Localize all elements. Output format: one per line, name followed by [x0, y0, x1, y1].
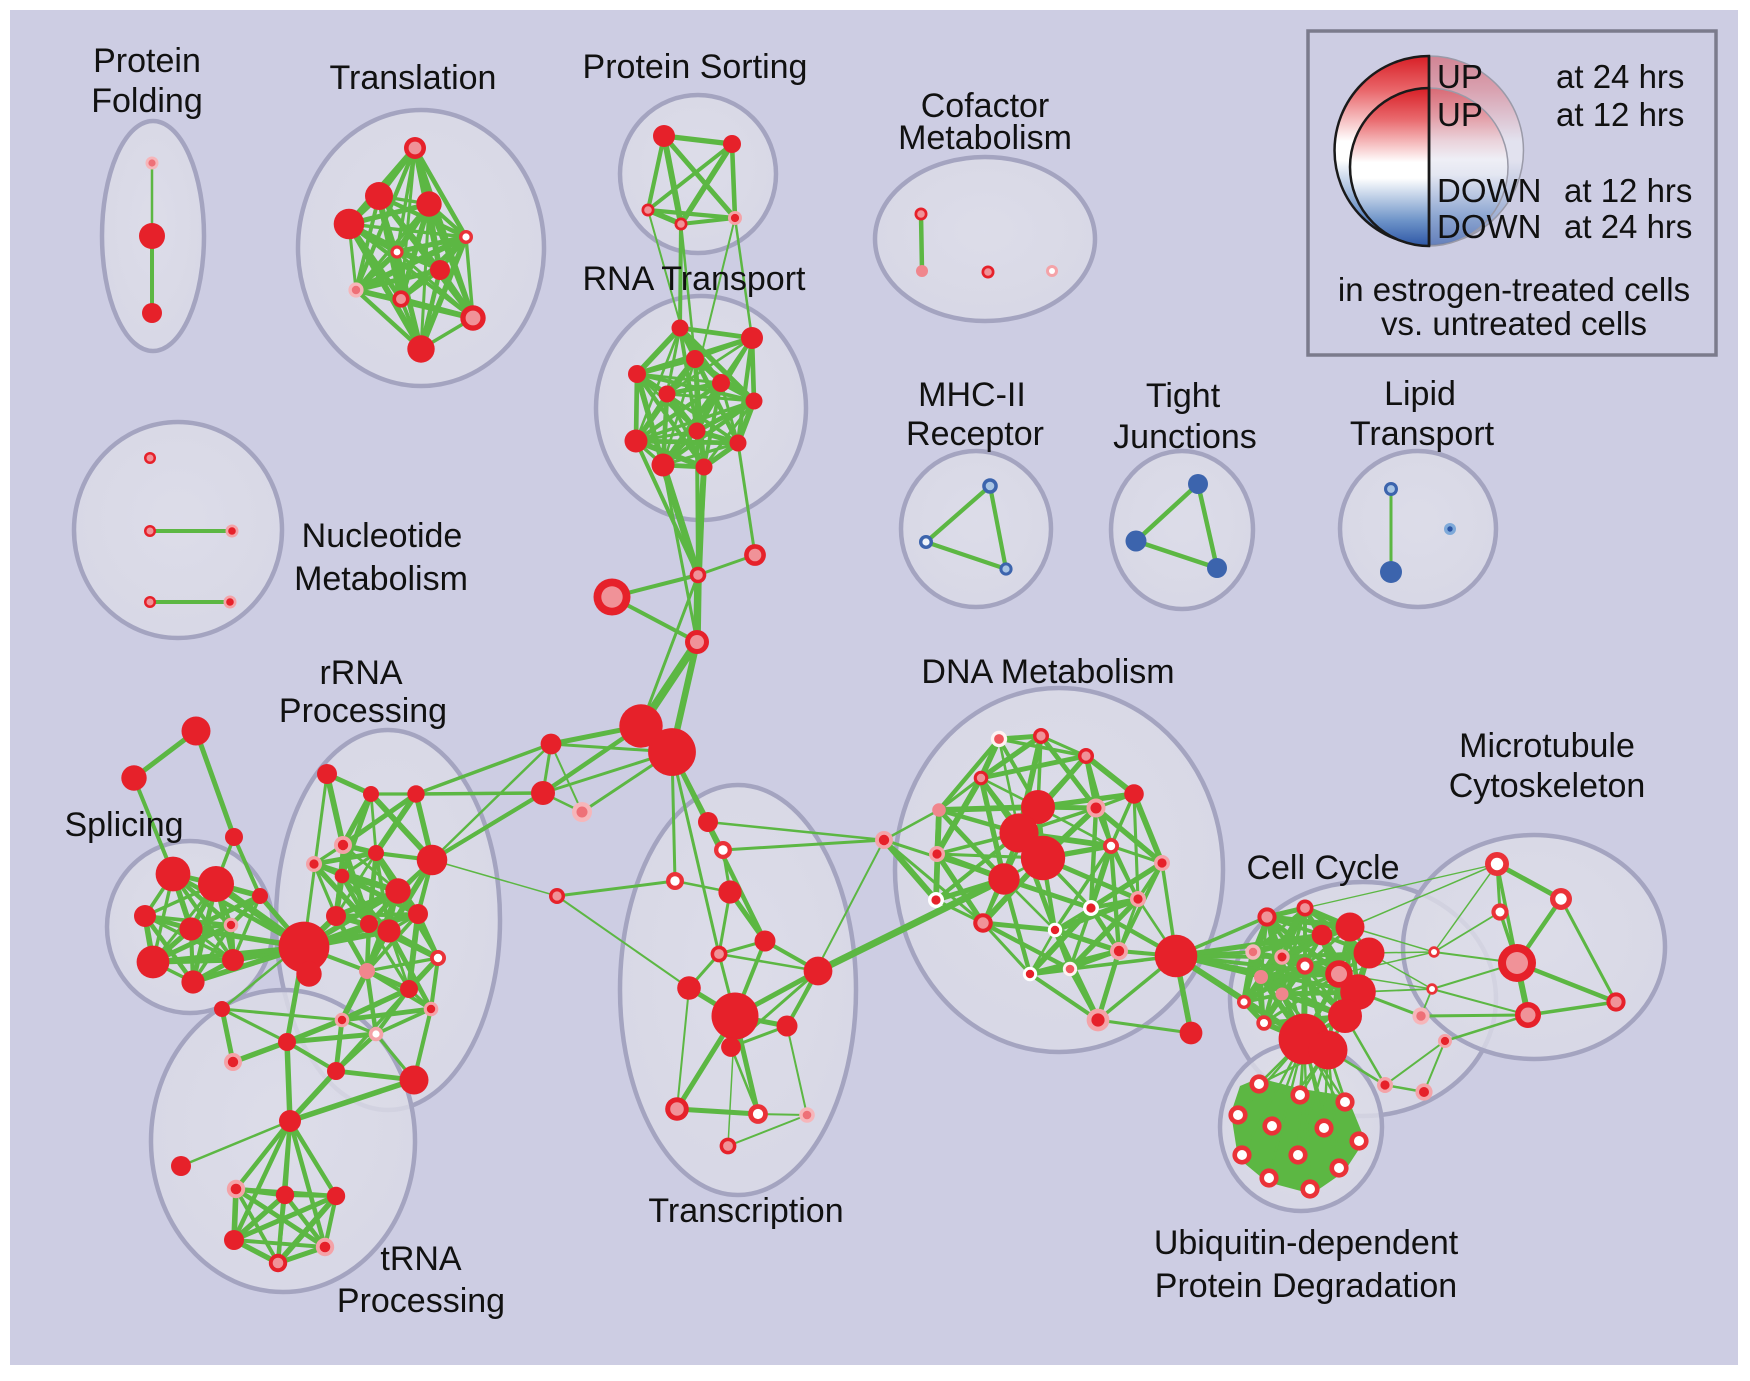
svg-text:Translation: Translation — [330, 59, 497, 97]
svg-text:Splicing: Splicing — [64, 806, 183, 844]
svg-text:at 12 hrs: at 12 hrs — [1556, 96, 1684, 133]
svg-text:RNA Transport: RNA Transport — [583, 260, 807, 298]
svg-text:Receptor: Receptor — [906, 415, 1044, 453]
svg-text:MHC-II: MHC-II — [918, 376, 1026, 414]
svg-text:Nucleotide: Nucleotide — [302, 517, 463, 555]
svg-text:Protein: Protein — [93, 42, 201, 80]
svg-text:Tight: Tight — [1146, 377, 1221, 415]
svg-text:rRNA: rRNA — [319, 654, 402, 692]
svg-text:DOWN: DOWN — [1437, 208, 1541, 245]
svg-text:Transcription: Transcription — [648, 1192, 843, 1230]
svg-text:UP: UP — [1437, 96, 1483, 133]
svg-text:UP: UP — [1437, 58, 1483, 95]
svg-text:Cytoskeleton: Cytoskeleton — [1449, 767, 1646, 805]
svg-text:Cofactor: Cofactor — [921, 87, 1050, 125]
svg-text:in estrogen-treated cells: in estrogen-treated cells — [1338, 271, 1690, 308]
svg-text:Cell Cycle: Cell Cycle — [1246, 849, 1399, 887]
svg-text:tRNA: tRNA — [380, 1240, 462, 1278]
svg-text:Metabolism: Metabolism — [898, 119, 1072, 157]
svg-text:Transport: Transport — [1350, 415, 1495, 453]
svg-text:Processing: Processing — [337, 1282, 505, 1320]
svg-text:Processing: Processing — [279, 692, 447, 730]
svg-text:Microtubule: Microtubule — [1459, 727, 1635, 765]
svg-text:Metabolism: Metabolism — [294, 560, 468, 598]
svg-text:at 24 hrs: at 24 hrs — [1564, 208, 1692, 245]
svg-text:Protein Sorting: Protein Sorting — [583, 48, 808, 86]
svg-text:Folding: Folding — [91, 82, 203, 120]
svg-text:vs. untreated cells: vs. untreated cells — [1381, 305, 1647, 342]
svg-text:Ubiquitin-dependent: Ubiquitin-dependent — [1154, 1224, 1459, 1262]
svg-text:at 12 hrs: at 12 hrs — [1564, 172, 1692, 209]
svg-text:DNA Metabolism: DNA Metabolism — [921, 653, 1174, 691]
svg-text:DOWN: DOWN — [1437, 172, 1541, 209]
svg-text:Junctions: Junctions — [1113, 418, 1257, 456]
svg-text:Protein Degradation: Protein Degradation — [1155, 1267, 1457, 1305]
svg-text:at 24 hrs: at 24 hrs — [1556, 58, 1684, 95]
svg-text:Lipid: Lipid — [1384, 375, 1456, 413]
